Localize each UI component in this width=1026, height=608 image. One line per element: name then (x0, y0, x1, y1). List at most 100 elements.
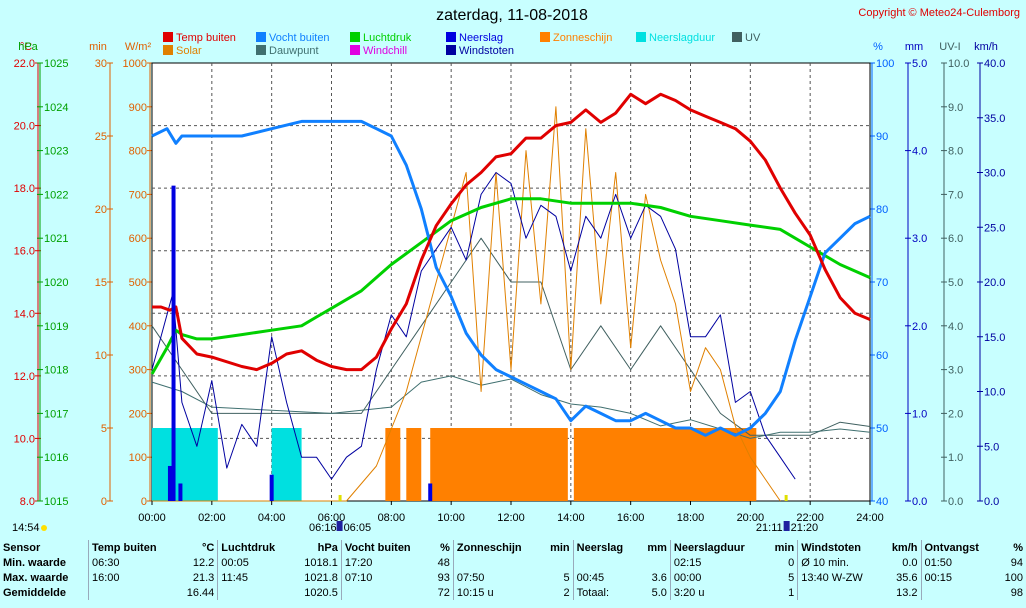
table-cell-time: 01:50 (920, 555, 996, 570)
legend-swatch (446, 45, 456, 55)
legend-swatch (732, 32, 742, 42)
table-cell-time: 07:10 (340, 570, 431, 585)
axis-tick-label: 1019 (44, 321, 68, 333)
legend-label: Windchill (363, 45, 407, 57)
sunset-tick (784, 495, 788, 501)
series-line (151, 119, 871, 437)
table-header-label: Vocht buiten (340, 540, 431, 555)
axis-tick-label: 6.0 (948, 233, 963, 245)
axis-tick-label: 400 (129, 321, 147, 333)
table-cell-time (87, 585, 176, 600)
x-tick-label: 00:00 (138, 512, 166, 524)
x-tick-label: 24:00 (856, 512, 884, 524)
rain-bar (171, 185, 176, 501)
axis-tick-label: 40 (876, 496, 888, 508)
table-cell-time: 00:00 (669, 570, 766, 585)
axes: °C8.010.012.014.016.018.020.022.0hPa1015… (14, 41, 1006, 508)
axis-tick-label: 22.0 (14, 58, 35, 70)
legend-swatch (163, 45, 173, 55)
axis-tick-label: 5.0 (948, 277, 963, 289)
axis-tick-label: 90 (876, 131, 888, 143)
axis-tick-label: 8.0 (948, 146, 963, 158)
axis-tick-label: 300 (129, 365, 147, 377)
rain-bar (269, 474, 274, 501)
axis-tick-label: 15 (95, 277, 107, 289)
axis-tick-label: 1017 (44, 408, 68, 420)
axis-tick-label: 30 (95, 58, 107, 70)
x-tick-label: 10:00 (437, 512, 465, 524)
axis-unit: km/h (974, 41, 998, 53)
table-header-unit: °C (201, 541, 215, 554)
table-cell-value: 94 (1010, 556, 1023, 569)
sunrise-icon (336, 521, 343, 531)
axis-tick-label: 25 (95, 131, 107, 143)
rain-bar (167, 465, 172, 501)
legend-swatch (446, 32, 456, 42)
table-cell-time: 3:20 u (669, 585, 766, 600)
axis-tick-label: 15.0 (984, 332, 1005, 344)
axis-tick-label: 10.0 (948, 58, 969, 70)
legend-label: Neerslag (459, 32, 503, 44)
axis-tick-label: 700 (129, 189, 147, 201)
x-tick-label: 22:00 (796, 512, 824, 524)
axis-tick-label: 20.0 (14, 121, 35, 133)
table-cell-value (638, 555, 670, 570)
weather-chart: zaterdag, 11-08-2018 Copyright © Meteo24… (12, 7, 1020, 534)
sunrise-label: 06:05 (344, 522, 372, 534)
axis-tick-label: 20 (95, 204, 107, 216)
axis-unit: % (873, 41, 883, 53)
duration-block (573, 428, 757, 501)
table-header-unit: % (440, 541, 450, 554)
table-row: Min. waarde 06:30 12.2 00:05 1018.1 17:20 48 02… (0, 555, 1026, 570)
x-tick-label: 16:00 (617, 512, 645, 524)
table-cell-value: 3.6 (651, 571, 667, 584)
axis-tick-label: 2.0 (912, 321, 927, 333)
series-line (151, 237, 871, 436)
table-cell-value: 48 (437, 556, 450, 569)
axis-tick-label: 5 (101, 423, 107, 435)
axis-tick-label: 5.0 (912, 58, 927, 70)
axis-tick-label: 1022 (44, 189, 68, 201)
legend-swatch (163, 32, 173, 42)
legend-label: Luchtdruk (363, 32, 412, 44)
axis-tick-label: 200 (129, 408, 147, 420)
legend-swatch (540, 32, 550, 42)
table-cell-time: 00:05 (217, 555, 292, 570)
table-cell-value: 35.6 (896, 571, 918, 584)
axis-tick-label: 10 (95, 350, 107, 362)
row-label: Gemiddelde (3, 586, 66, 599)
axis-tick-label: 1.0 (948, 452, 963, 464)
table-cell-time: 00:15 (920, 570, 996, 585)
table-header-unit: hPa (317, 541, 338, 554)
table-cell-value: 1021.8 (304, 571, 338, 584)
axis-tick-label: 1020 (44, 277, 68, 289)
axis-tick-label: 30.0 (984, 168, 1005, 180)
sunset-label: 21:20 (791, 522, 819, 534)
legend-swatch (350, 45, 360, 55)
axis-tick-label: 12.0 (14, 371, 35, 383)
table-cell-time: 13:40 W-ZW (797, 570, 882, 585)
legend-label: Solar (176, 45, 202, 57)
table-cell-value: 21.3 (192, 571, 215, 584)
axis-unit: hPa (18, 41, 38, 53)
series-line (150, 197, 871, 375)
table-header-unit: min (550, 541, 570, 554)
axis-tick-label: 1015 (44, 496, 68, 508)
axis-tick-label: 35.0 (984, 113, 1005, 125)
axis-unit: W/m² (125, 41, 152, 53)
sunset-label: 21:11 (756, 522, 783, 534)
table-cell-value: 5 (563, 571, 570, 584)
axis-tick-label: 80 (876, 204, 888, 216)
table-cell-time: Ø 10 min. (797, 555, 882, 570)
sun-icon (41, 525, 47, 531)
axis-tick-label: 1021 (44, 233, 68, 245)
duration-blocks (152, 428, 757, 501)
chart-title: zaterdag, 11-08-2018 (436, 7, 588, 24)
legend-label: UV (745, 32, 761, 44)
axis-tick-label: 20.0 (984, 277, 1005, 289)
axis-tick-label: 18.0 (14, 183, 35, 195)
axis-tick-label: 14.0 (14, 308, 35, 320)
table-header-label: Temp buiten (87, 540, 176, 555)
rain-bar (428, 483, 433, 501)
x-axis: 00:00 02:00 04:00 06:00 08:00 10:00 12:00 14:00… (138, 501, 884, 524)
